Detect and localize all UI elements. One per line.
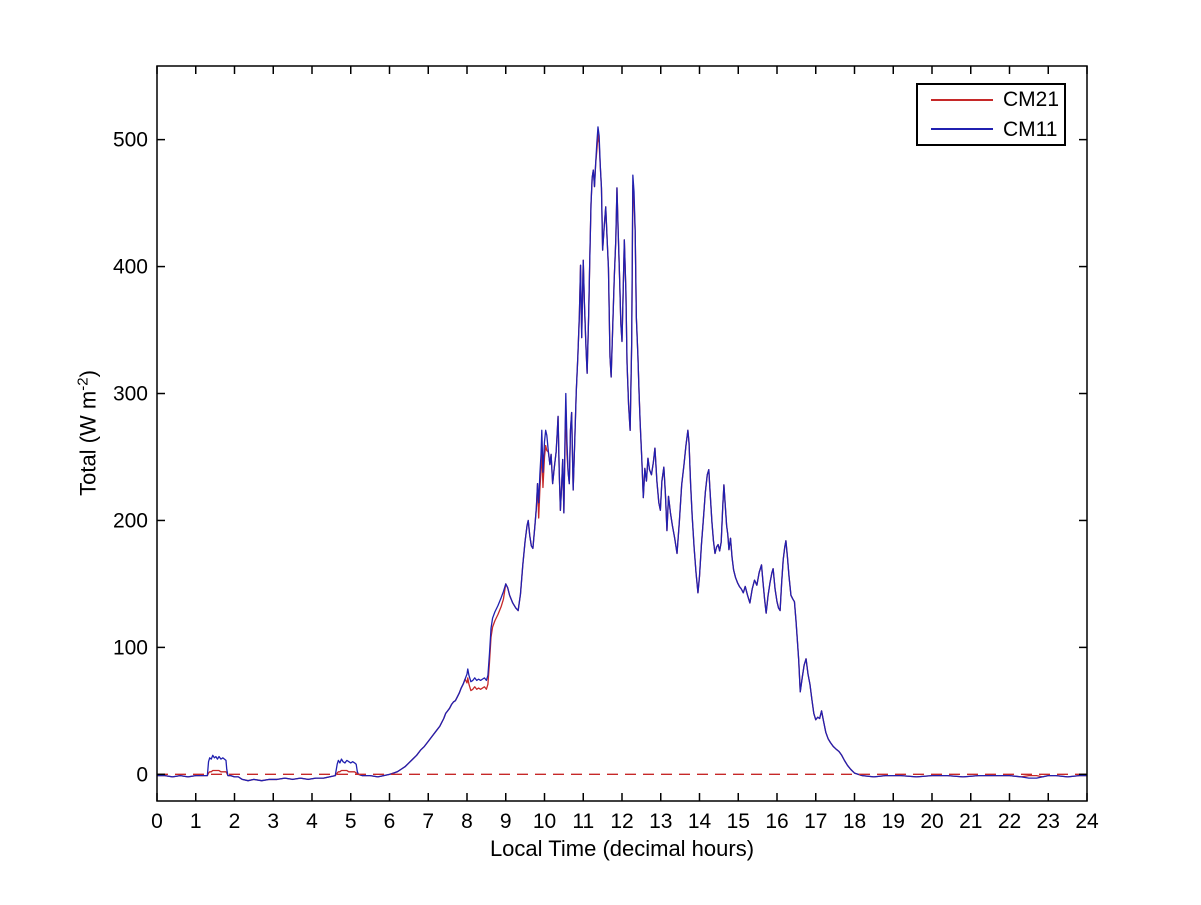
x-tick-label: 13 [649,810,672,833]
x-tick-label: 21 [959,810,982,833]
x-tick-label: 17 [804,810,827,833]
x-tick-label: 0 [151,810,163,833]
y-tick-label: 100 [113,636,148,659]
y-axis-label: Total (W m-2) [74,370,101,496]
x-tick-label: 4 [306,810,318,833]
cm21-line [157,133,1087,782]
x-tick-label: 2 [229,810,241,833]
x-tick-label: 11 [572,810,594,833]
x-tick-label: 12 [610,810,633,833]
x-tick-label: 20 [920,810,943,833]
legend: CM21 CM11 [916,83,1066,146]
x-tick-label: 6 [384,810,396,833]
y-tick-label: 300 [113,383,148,406]
legend-label-cm11: CM11 [1003,117,1058,141]
x-tick-label: 18 [843,810,866,833]
x-tick-label: 7 [422,810,434,833]
legend-entry-cm21: CM21 [918,86,1064,114]
y-tick-label: 0 [136,763,148,786]
x-tick-label: 23 [1037,810,1060,833]
legend-entry-cm11: CM11 [918,115,1064,143]
x-tick-label: 9 [500,810,512,833]
y-tick-label: 200 [113,509,148,532]
x-tick-label: 1 [190,810,202,833]
x-tick-label: 16 [765,810,788,833]
x-tick-label: 19 [882,810,905,833]
x-tick-label: 22 [998,810,1021,833]
x-tick-label: 3 [267,810,279,833]
y-axis-label-close: ) [75,370,101,378]
y-axis-label-exponent: -2 [74,377,92,391]
y-tick-label: 400 [113,256,148,279]
x-tick-label: 10 [533,810,556,833]
x-axis-label: Local Time (decimal hours) [489,836,755,861]
x-tick-label: 14 [688,810,712,833]
y-tick-label: 500 [113,129,148,152]
x-tick-label: 5 [345,810,357,833]
x-tick-label: 15 [727,810,750,833]
x-tick-label: 24 [1075,810,1099,833]
axes-box [156,65,1088,802]
cm11-line [157,126,1087,782]
legend-label-cm21: CM21 [1003,88,1060,112]
x-tick-label: 8 [461,810,473,833]
cm11-line-sample [931,128,993,131]
y-axis-label-main: Total (W m [75,390,101,496]
cm21-line-sample [931,98,993,101]
